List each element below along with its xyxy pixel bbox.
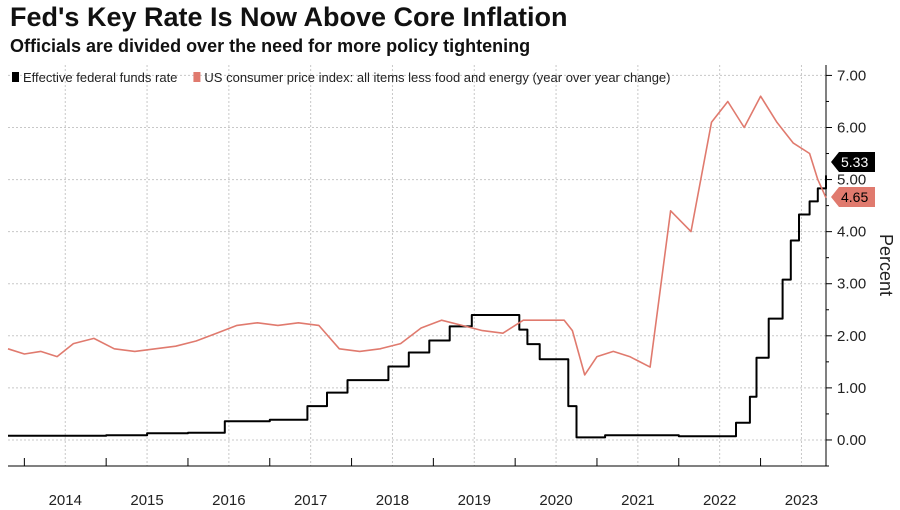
legend: Effective federal funds rate US consumer … [12, 70, 670, 85]
value-tag-fed-funds [831, 152, 875, 172]
series-line-fed-funds-rate [8, 175, 827, 439]
y-tick-label: 2.00 [837, 328, 866, 345]
value-tags: 5.33 4.65 [831, 152, 875, 207]
legend-label: US consumer price index: all items less … [204, 70, 670, 85]
x-tick-label: 2019 [458, 492, 491, 509]
y-tick-label: 7.00 [837, 67, 866, 84]
y-tick-label: 3.00 [837, 276, 866, 293]
x-tick-label: 2023 [785, 492, 818, 509]
x-tick-label: 2015 [130, 492, 163, 509]
x-tick-label: 2017 [294, 492, 327, 509]
chart-title: Fed's Key Rate Is Now Above Core Inflati… [10, 2, 568, 32]
x-tick-label: 2022 [703, 492, 736, 509]
value-tag-label: 4.65 [841, 189, 868, 205]
x-tick-label: 2020 [539, 492, 572, 509]
y-tick-label: 1.00 [837, 380, 866, 397]
x-tick-label: 2018 [376, 492, 409, 509]
y-tick-label: 5.00 [837, 172, 866, 189]
legend-swatch [193, 72, 201, 82]
value-tag-core-cpi [831, 187, 875, 207]
axes: 0.00 1.00 2.00 3.00 4.00 5.00 6.00 7.00 2014 2015… [8, 65, 896, 509]
y-tick-label: 0.00 [837, 432, 866, 449]
grid-lines [8, 65, 826, 466]
y-axis-label: Percent [876, 234, 896, 296]
series-group [7, 95, 827, 439]
x-tick-label: 2021 [621, 492, 654, 509]
value-tag-label: 5.33 [841, 154, 868, 170]
legend-label: Effective federal funds rate [23, 70, 177, 85]
x-tick-label: 2016 [212, 492, 245, 509]
y-tick-label: 6.00 [837, 119, 866, 136]
y-tick-label: 4.00 [837, 224, 866, 241]
chart-subtitle: Officials are divided over the need for … [10, 36, 531, 56]
x-tick-label: 2014 [49, 492, 82, 509]
legend-swatch [12, 72, 19, 82]
series-line-core-cpi [7, 95, 827, 376]
